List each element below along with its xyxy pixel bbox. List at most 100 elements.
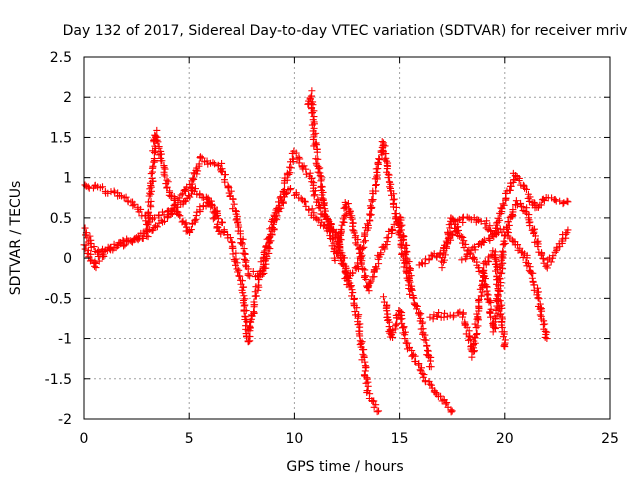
data-point xyxy=(399,235,407,243)
data-point xyxy=(455,215,463,223)
data-point xyxy=(415,311,423,319)
data-point xyxy=(246,324,254,332)
data-point xyxy=(153,126,161,134)
data-point xyxy=(145,215,153,223)
data-point xyxy=(549,254,557,262)
data-point xyxy=(250,298,258,306)
data-point xyxy=(392,203,400,211)
data-point xyxy=(418,259,426,267)
data-point xyxy=(399,324,407,332)
data-point xyxy=(287,185,295,193)
data-point xyxy=(486,236,494,244)
data-point xyxy=(295,159,303,167)
data-point xyxy=(265,249,273,257)
data-point xyxy=(167,211,175,219)
data-point xyxy=(472,324,480,332)
data-point xyxy=(465,327,473,335)
data-point xyxy=(347,282,355,290)
data-point xyxy=(161,217,169,225)
data-point xyxy=(134,236,142,244)
data-point xyxy=(339,261,347,269)
data-point xyxy=(537,251,545,259)
data-point xyxy=(90,243,98,251)
data-point xyxy=(471,243,479,251)
data-point xyxy=(372,181,380,189)
data-point xyxy=(144,208,152,216)
data-point xyxy=(375,407,383,415)
data-point xyxy=(475,316,483,324)
data-point xyxy=(524,260,532,268)
data-point xyxy=(542,330,550,338)
data-point xyxy=(340,260,348,268)
data-point xyxy=(244,338,252,346)
data-point xyxy=(87,250,95,258)
data-point xyxy=(472,331,480,339)
data-point xyxy=(356,332,364,340)
data-point xyxy=(495,275,503,283)
data-point xyxy=(215,227,223,235)
data-point xyxy=(450,311,458,319)
data-point xyxy=(161,165,169,173)
data-point xyxy=(110,187,118,195)
data-point xyxy=(320,201,328,209)
data-point xyxy=(312,129,320,137)
data-point xyxy=(275,198,283,206)
data-point xyxy=(373,168,381,176)
data-point xyxy=(275,201,283,209)
data-point xyxy=(355,327,363,335)
data-point xyxy=(470,337,478,345)
data-point xyxy=(360,352,368,360)
data-point xyxy=(158,157,166,165)
data-point xyxy=(188,183,196,191)
y-tick-labels: -2 -1.5 -1 -0.5 0 0.5 1 1.5 2 2.5 xyxy=(45,50,72,428)
data-point xyxy=(238,239,246,247)
data-point xyxy=(418,320,426,328)
data-point xyxy=(302,165,310,173)
data-point xyxy=(128,238,136,246)
data-point xyxy=(123,235,131,243)
data-point xyxy=(440,313,448,321)
data-point xyxy=(195,160,203,168)
data-point xyxy=(366,202,374,210)
data-point xyxy=(426,313,434,321)
data-point xyxy=(564,226,572,234)
data-point xyxy=(183,223,191,231)
data-point xyxy=(505,221,513,229)
data-point xyxy=(477,217,485,225)
data-point xyxy=(421,331,429,339)
data-point xyxy=(176,212,184,220)
data-point xyxy=(313,215,321,223)
data-point xyxy=(351,308,359,316)
data-point xyxy=(375,155,383,163)
data-point xyxy=(397,315,405,323)
data-point xyxy=(91,262,99,270)
data-point xyxy=(477,292,485,300)
data-point xyxy=(534,294,542,302)
data-point xyxy=(308,205,316,213)
data-point xyxy=(129,202,137,210)
data-point xyxy=(492,267,500,275)
data-point xyxy=(354,236,362,244)
x-tick-label: 0 xyxy=(80,431,89,447)
data-point xyxy=(234,268,242,276)
data-point xyxy=(406,290,414,298)
data-point xyxy=(104,189,112,197)
data-point xyxy=(429,315,437,323)
data-point xyxy=(497,282,505,290)
data-point xyxy=(384,233,392,241)
data-point xyxy=(349,226,357,234)
data-point xyxy=(500,342,508,350)
data-point xyxy=(443,399,451,407)
data-point xyxy=(99,183,107,191)
data-point xyxy=(452,220,460,228)
data-point xyxy=(453,228,461,236)
data-point xyxy=(246,333,254,341)
data-point xyxy=(230,200,238,208)
data-point xyxy=(406,266,414,274)
data-point xyxy=(371,181,379,189)
data-point xyxy=(236,272,244,280)
data-point xyxy=(474,322,482,330)
data-point xyxy=(357,259,365,267)
data-point xyxy=(384,174,392,182)
data-point xyxy=(249,267,257,275)
